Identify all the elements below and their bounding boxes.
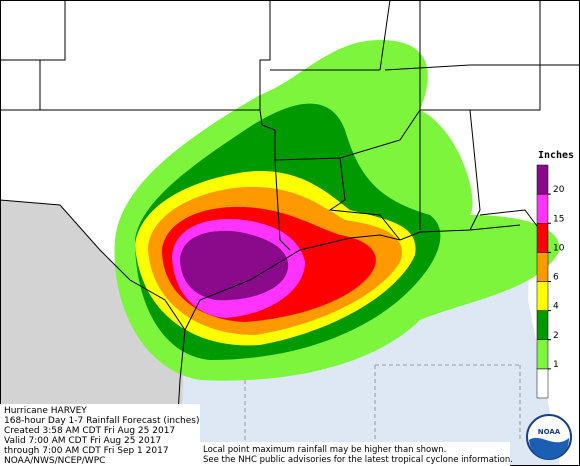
mexico [0,200,185,466]
legend-label: 4 [553,302,559,312]
legend-title: Inches [538,150,574,161]
legend-swatch [536,193,549,224]
legend-label: 15 [553,214,564,224]
info-box [0,404,200,466]
legend-swatch [536,223,549,253]
logo-text: NOAA [538,428,561,436]
legend-label: 1 [553,360,559,370]
zone-lines [244,364,521,440]
logo-wave [529,437,570,460]
legend-swatch [536,164,549,195]
legend-swatch [536,339,549,370]
valid: Valid 7:00 AM CDT Fri Aug 25 2017 [4,436,161,446]
legend-label: 6 [553,273,559,283]
legend-swatch [536,252,549,282]
legend-swatch [536,281,549,311]
through: through 7:00 AM CDT Fri Sep 1 2017 [4,446,169,456]
legend-label: 20 [553,185,565,195]
note-box [200,442,510,466]
legend-label: 10 [553,243,565,253]
note: See the NHC public advisories for the la… [203,455,513,465]
legend-label: 2 [553,331,559,341]
contour-20 [180,230,289,301]
legend-swatch [536,310,549,340]
legend: Inches 1 2 4 6 10 15 20 [536,150,574,399]
subtitle: 168-hour Day 1-7 Rainfall Forecast (inch… [4,416,199,426]
created: Created 3:58 AM CDT Fri Aug 25 2017 [4,426,175,436]
source: NOAA/NWS/NCEP/WPC [4,456,105,466]
legend-swatch [536,368,549,399]
note: Local point maximum rainfall may be high… [203,445,446,455]
title: Hurricane HARVEY [4,406,87,416]
